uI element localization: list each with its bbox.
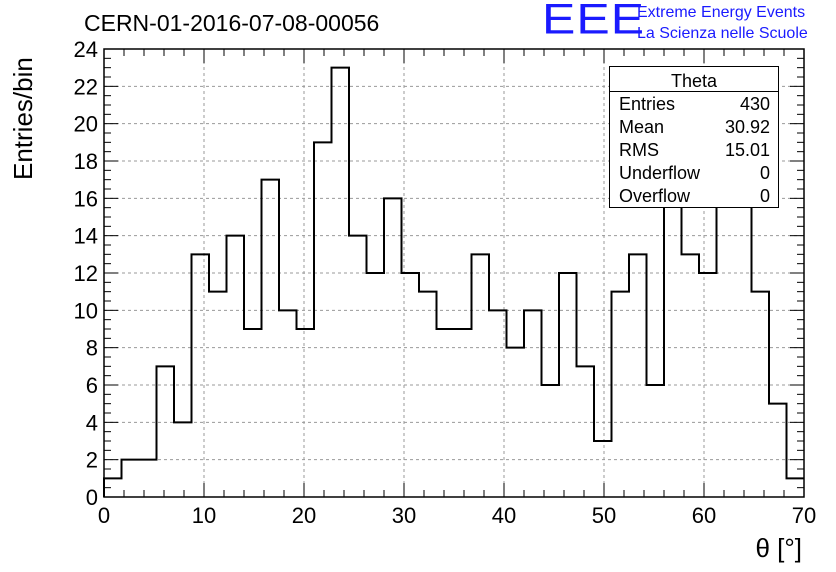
- x-tick-label: 10: [192, 503, 216, 528]
- y-tick-label: 20: [74, 112, 98, 137]
- y-tick-label: 12: [74, 261, 98, 286]
- stats-value: 0: [759, 163, 770, 183]
- y-tick-label: 4: [86, 410, 98, 435]
- stats-row-entries: Entries 430: [619, 94, 770, 116]
- stats-key: RMS: [619, 140, 659, 160]
- stats-title: Theta: [670, 71, 718, 91]
- histogram-bin: [594, 441, 612, 497]
- x-tick-label: 20: [292, 503, 316, 528]
- histogram-bin: [559, 273, 577, 497]
- histogram-bin: [612, 292, 630, 497]
- histogram-bin: [349, 236, 367, 497]
- histogram-bin: [419, 292, 437, 497]
- y-tick-label: 10: [74, 298, 98, 323]
- histogram-bin: [489, 310, 507, 497]
- histogram-bin: [437, 329, 455, 497]
- histogram-bin: [752, 292, 770, 497]
- x-tick-label: 0: [98, 503, 110, 528]
- y-tick-label: 6: [86, 373, 98, 398]
- histogram-bars: [103, 66, 804, 497]
- histogram-bin: [314, 142, 332, 497]
- y-tick-label: 16: [74, 186, 98, 211]
- stats-key: Overflow: [619, 186, 691, 206]
- histogram-bin: [647, 385, 665, 497]
- stats-value: 15.01: [724, 140, 770, 160]
- y-tick-label: 14: [74, 224, 98, 249]
- y-tick-label: 22: [74, 74, 98, 99]
- x-axis-label: θ [°]: [755, 533, 802, 563]
- histogram-bin: [577, 366, 595, 497]
- histogram-bin: [682, 254, 700, 497]
- x-tick-label: 40: [492, 503, 516, 528]
- histogram-bin: [209, 292, 227, 497]
- histogram-bin: [367, 273, 385, 497]
- stats-row-underflow: Underflow 0: [619, 163, 770, 185]
- histogram-bin: [297, 329, 315, 497]
- x-tick-label: 30: [392, 503, 416, 528]
- histogram-bin: [244, 329, 262, 497]
- histogram-bin: [384, 198, 402, 497]
- histogram-bin: [157, 366, 175, 497]
- histogram-outline: [103, 66, 804, 497]
- histogram-bin: [192, 254, 210, 497]
- histogram-bin: [524, 310, 542, 497]
- histogram-bin: [629, 254, 647, 497]
- histogram-bin: [332, 68, 350, 497]
- histogram-bin: [664, 161, 682, 497]
- stats-row-mean: Mean 30.92: [619, 117, 770, 139]
- stats-row-overflow: Overflow 0: [619, 186, 770, 208]
- histogram-bin: [139, 460, 157, 497]
- stats-value: 30.92: [724, 117, 770, 137]
- histogram-bin: [402, 273, 420, 497]
- histogram-bin: [542, 385, 560, 497]
- y-tick-label: 8: [86, 336, 98, 361]
- y-tick-label: 2: [86, 448, 98, 473]
- histogram-bin: [227, 236, 245, 497]
- histogram-bin: [279, 310, 297, 497]
- eee-logo: EEE: [542, 0, 646, 44]
- histogram-bin: [769, 404, 787, 497]
- stats-key: Mean: [619, 117, 665, 137]
- chart-title: CERN-01-2016-07-08-00056: [84, 10, 380, 36]
- y-tick-label: 24: [74, 37, 98, 62]
- histogram-bin: [507, 348, 525, 497]
- x-tick-label: 70: [792, 503, 816, 528]
- y-tick-label: 18: [74, 149, 98, 174]
- y-axis-label: Entries/bin: [8, 57, 38, 180]
- histogram-bin: [454, 329, 472, 497]
- stats-value: 430: [739, 94, 770, 114]
- stats-value: 0: [759, 186, 770, 206]
- stats-key: Underflow: [619, 163, 701, 183]
- histogram-bin: [699, 273, 717, 497]
- logo-line-1: Extreme Energy Events: [637, 4, 806, 21]
- histogram-bin: [472, 254, 490, 497]
- histogram-bin: [262, 180, 280, 497]
- stats-row-rms: RMS 15.01: [619, 140, 770, 162]
- logo-line-2: La Scienza nelle Scuole: [637, 25, 808, 42]
- histogram-bin: [174, 422, 192, 497]
- stats-key: Entries: [619, 94, 676, 114]
- stats-divider: [610, 91, 778, 92]
- stats-box: Theta Entries 430 Mean 30.92 RMS 15.01 U…: [609, 66, 779, 208]
- y-tick-label: 0: [86, 485, 98, 510]
- x-tick-label: 50: [592, 503, 616, 528]
- x-tick-label: 60: [692, 503, 716, 528]
